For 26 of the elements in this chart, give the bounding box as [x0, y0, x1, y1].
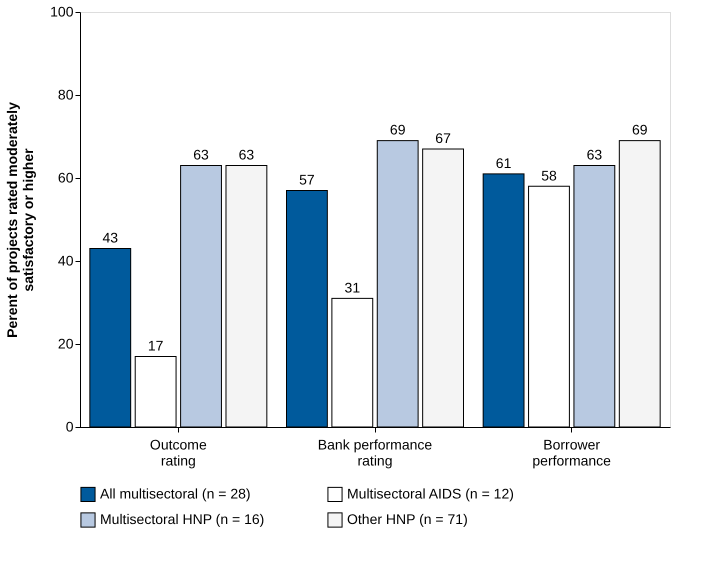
data-label: 63	[193, 146, 210, 163]
y-tick-label: 60	[58, 170, 74, 186]
x-tick-label: Outcome rating	[150, 436, 207, 468]
data-label: 57	[299, 171, 315, 188]
legend-label: Other HNP (n = 71)	[347, 511, 468, 527]
data-label: 63	[586, 146, 602, 163]
y-tick-label: 80	[58, 86, 74, 102]
y-tick-label: 0	[66, 418, 74, 434]
data-label: 63	[238, 146, 254, 163]
data-label: 31	[344, 279, 360, 296]
legend-label: Multisectoral HNP (n = 16)	[100, 511, 264, 527]
legend-label: All multisectoral (n = 28)	[100, 485, 251, 502]
legend-label: Multisectoral AIDS (n = 12)	[347, 485, 514, 502]
data-label: 58	[541, 167, 557, 184]
data-label: 43	[102, 230, 118, 246]
data-label: 69	[632, 122, 648, 138]
data-label: 17	[148, 337, 164, 354]
y-tick-label: 20	[58, 336, 74, 352]
data-label: 69	[390, 122, 406, 138]
y-tick-label: 100	[50, 4, 74, 20]
y-axis-title: Perent of projects rated moderately satisfactory or higher	[4, 102, 36, 338]
x-tick-label: Bank performance rating	[318, 436, 432, 468]
x-tick-label: Borrower performance	[532, 436, 612, 468]
data-label: 61	[496, 154, 512, 171]
data-label: 67	[435, 130, 452, 146]
y-tick-label: 40	[58, 252, 74, 268]
